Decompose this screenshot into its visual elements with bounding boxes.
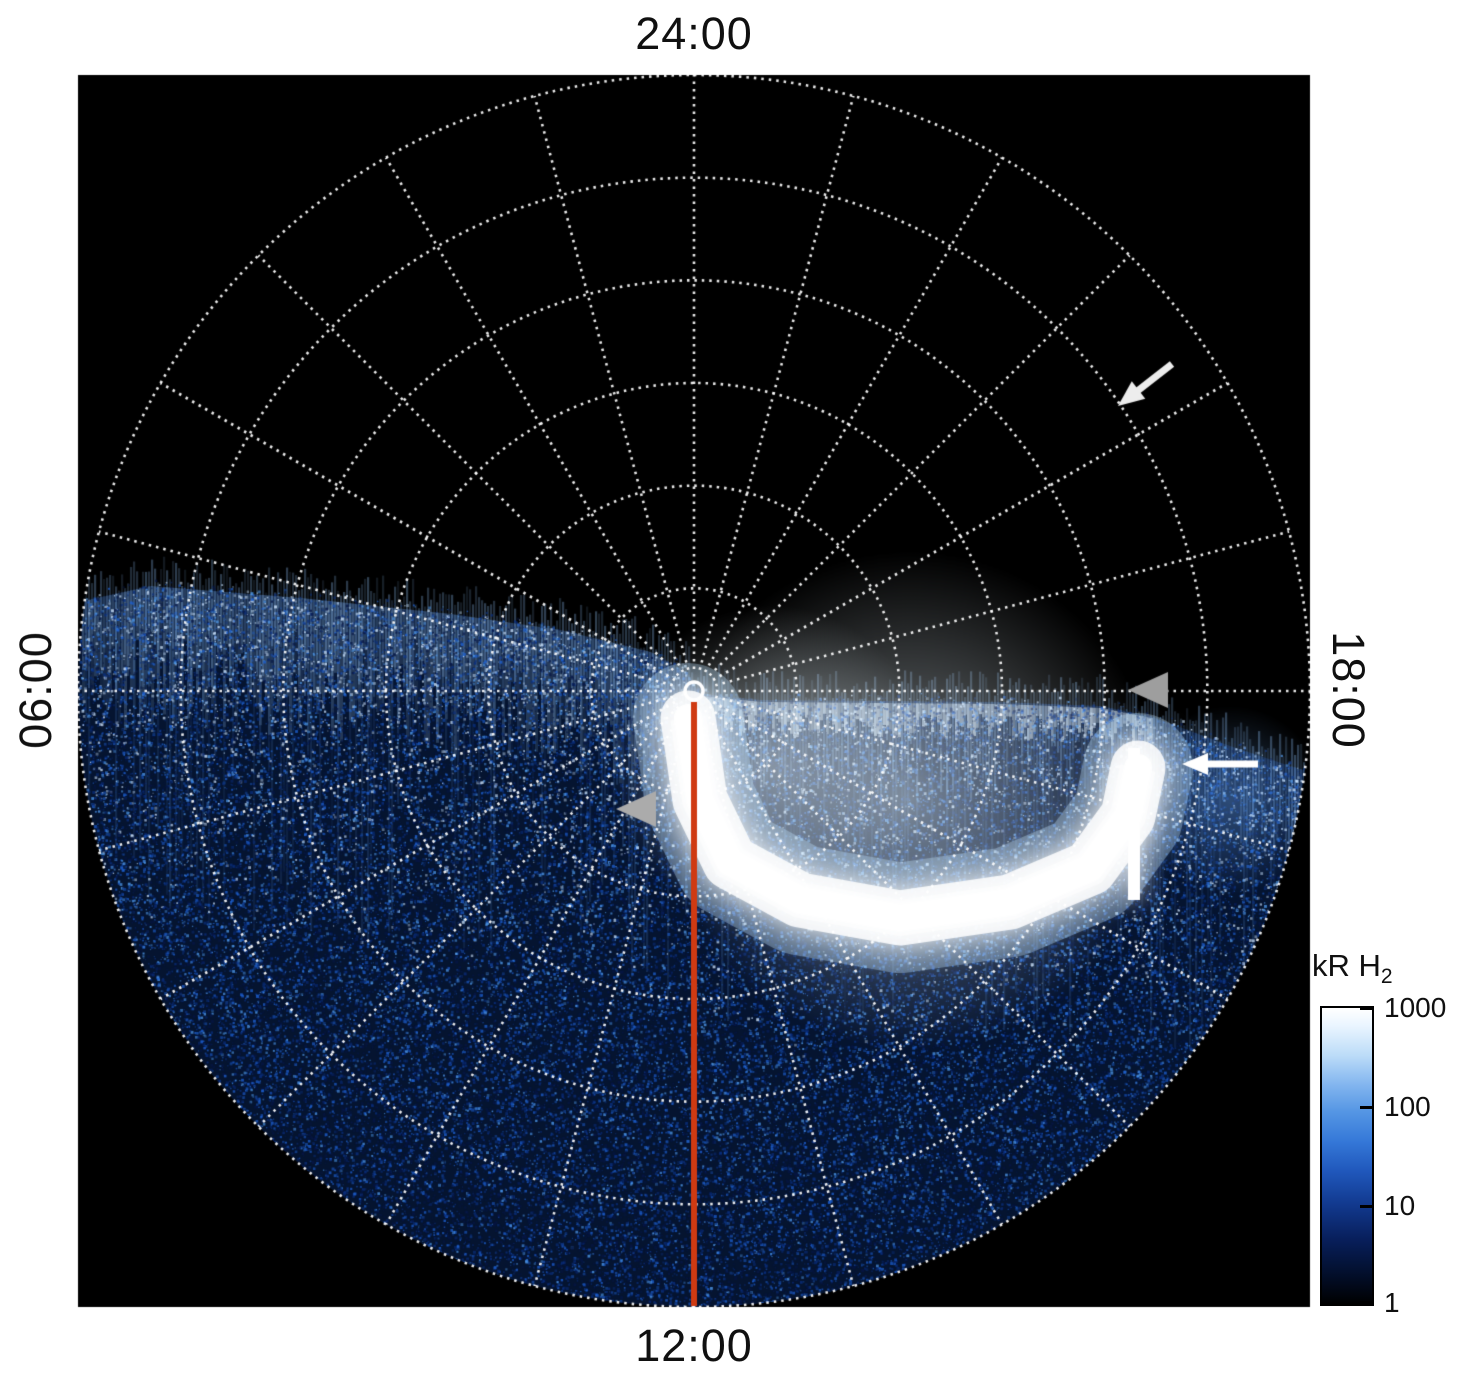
colorbar-tick-10: 10 [1384,1190,1416,1221]
colorbar-tickmark-100 [1360,1106,1372,1109]
local-time-label-noon: 12:00 [635,1320,753,1371]
colorbar-tickmark-10 [1360,1205,1372,1208]
colorbar-tick-100: 100 [1384,1091,1431,1122]
colorbar-tick-1: 1 [1384,1287,1400,1318]
colorbar-title-subscript: 2 [1380,965,1393,989]
colorbar-tick-1000: 1000 [1384,992,1447,1023]
colorbar-tickmark-1000 [1360,1007,1372,1010]
colorbar-tickmark-1 [1360,1301,1372,1304]
local-time-label-dawn: 06:00 [10,631,61,749]
colorbar [1320,1006,1374,1306]
local-time-label-dusk: 18:00 [1323,631,1374,749]
local-time-label-midnight: 24:00 [635,8,753,59]
colorbar-title: kR H2 [1312,948,1393,989]
